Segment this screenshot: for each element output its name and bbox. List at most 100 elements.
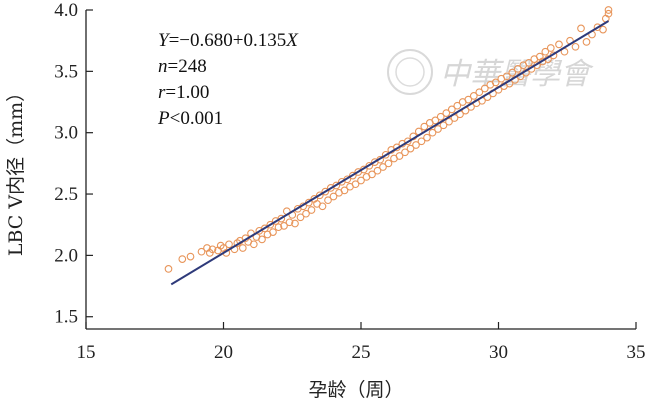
x-axis-title: 孕龄（周） [308, 379, 403, 401]
data-point [302, 209, 310, 218]
y-tick-label: 3.0 [54, 123, 78, 144]
data-point [469, 92, 478, 100]
data-point [524, 58, 533, 67]
annotation-variable-2: X [285, 30, 299, 51]
data-point [420, 122, 429, 131]
data-point [348, 171, 357, 180]
data-point [368, 170, 376, 179]
annotation-variable: Y [158, 30, 171, 51]
y-axis-title: LBC V内径（mm） [5, 83, 27, 256]
data-point [491, 78, 500, 87]
x-tick-label: 25 [352, 342, 371, 363]
data-point [269, 228, 277, 236]
data-point [508, 68, 517, 77]
data-point [379, 163, 387, 171]
data-point [258, 235, 266, 244]
annotation-variable: P [157, 108, 170, 129]
data-point [296, 213, 305, 222]
data-point [340, 186, 349, 195]
annotation-variable: r [158, 82, 166, 103]
x-tick-label: 15 [77, 342, 96, 363]
annotation-value: =1.00 [165, 82, 209, 103]
axes: 1.5 2.0 2.5 3.0 3.5 4.0 15 20 25 30 35 [54, 0, 645, 363]
data-point [315, 191, 324, 200]
data-point [447, 105, 456, 114]
annotation-variable: n [158, 56, 168, 77]
watermark-logo: 中華醫學會 [387, 49, 594, 95]
annotation-value: =248 [168, 56, 207, 77]
data-point [541, 47, 550, 56]
data-point [178, 255, 187, 263]
data-point [434, 125, 442, 133]
data-point [502, 72, 511, 81]
annotation-line: P<0.001 [157, 108, 223, 129]
data-point [577, 24, 585, 33]
data-point [381, 150, 390, 159]
data-point [318, 202, 327, 211]
data-point [436, 112, 445, 121]
data-point [428, 128, 437, 137]
data-point [453, 101, 462, 110]
data-point [439, 121, 448, 130]
data-point [571, 42, 580, 51]
data-point [186, 252, 195, 261]
data-point [307, 206, 316, 214]
y-tick-label: 4.0 [54, 0, 78, 21]
annotation-line: Y=−0.680+0.135X [158, 30, 299, 51]
annotation-value: <0.001 [170, 108, 223, 129]
data-point [604, 6, 613, 14]
data-point [582, 38, 591, 46]
data-point [464, 95, 473, 104]
data-point [291, 219, 299, 228]
y-tick-label: 2.5 [54, 184, 78, 205]
data-point [604, 9, 613, 18]
data-point [395, 152, 404, 160]
data-point [445, 117, 453, 126]
data-point [164, 265, 173, 273]
y-tick-label: 2.0 [54, 245, 78, 266]
data-point [431, 116, 440, 125]
data-point [332, 181, 341, 190]
data-point [351, 180, 360, 189]
data-point [423, 133, 431, 142]
watermark-text: 中華醫學會 [440, 57, 594, 92]
x-tick-label: 20 [214, 342, 233, 363]
annotation-line: n=248 [158, 56, 207, 77]
data-point [417, 137, 426, 146]
data-point [480, 84, 489, 93]
annotation-value: =−0.680+0.135 [169, 30, 287, 51]
y-tick-label: 1.5 [54, 307, 78, 328]
data-point [373, 166, 382, 175]
data-point [274, 223, 283, 232]
data-point [555, 40, 563, 49]
watermark-seal-inner [395, 57, 425, 87]
data-point [249, 240, 258, 249]
data-point [357, 176, 365, 185]
x-tick-label: 30 [489, 342, 508, 363]
fit-line-group [170, 20, 610, 286]
data-point [403, 137, 412, 146]
data-point [412, 141, 420, 149]
data-point [321, 187, 330, 196]
y-tick-label: 3.5 [54, 61, 78, 82]
data-point [277, 214, 286, 223]
data-point [238, 244, 247, 252]
data-point [406, 144, 415, 153]
data-point [475, 88, 484, 97]
fit-line [170, 20, 610, 286]
x-tick-label: 35 [627, 342, 646, 363]
data-point [285, 218, 294, 227]
data-point [365, 161, 374, 170]
axis-titles: 孕龄（周） LBC V内径（mm） [5, 83, 404, 401]
watermark-seal [387, 49, 433, 95]
data-point [324, 196, 332, 205]
data-point [329, 192, 338, 201]
data-point [513, 65, 522, 73]
data-point [384, 159, 393, 168]
annotation-line: r=1.00 [158, 82, 209, 103]
data-point [225, 240, 233, 249]
data-point [401, 148, 409, 157]
data-point [599, 25, 607, 34]
data-point [546, 44, 555, 52]
